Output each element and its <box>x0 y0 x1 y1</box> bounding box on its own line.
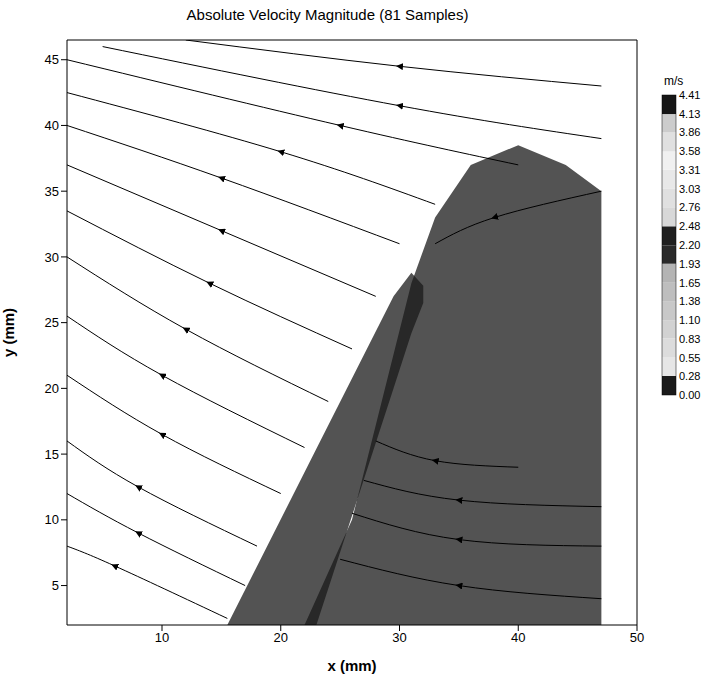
svg-text:3.03: 3.03 <box>679 183 700 195</box>
svg-text:1.10: 1.10 <box>679 314 700 326</box>
svg-text:5: 5 <box>52 578 59 593</box>
svg-text:4.41: 4.41 <box>679 89 700 101</box>
svg-text:1.38: 1.38 <box>679 295 700 307</box>
html-text:Absolute Velocity Magnitude (8: Absolute Velocity Magnitude (81 Samples) <box>186 6 469 23</box>
svg-text:40: 40 <box>511 630 525 645</box>
svg-text:30: 30 <box>392 630 406 645</box>
svg-text:2.48: 2.48 <box>679 220 700 232</box>
svg-text:0.55: 0.55 <box>679 352 700 364</box>
svg-text:10: 10 <box>155 630 169 645</box>
svg-text:0.83: 0.83 <box>679 333 700 345</box>
svg-text:0.00: 0.00 <box>679 389 700 401</box>
svg-text:15: 15 <box>45 447 59 462</box>
svg-text:4.13: 4.13 <box>679 108 700 120</box>
svg-text:20: 20 <box>274 630 288 645</box>
svg-text:0.28: 0.28 <box>679 370 700 382</box>
svg-text:y (mm): y (mm) <box>0 308 17 357</box>
svg-text:45: 45 <box>45 52 59 67</box>
svg-text:3.31: 3.31 <box>679 164 700 176</box>
svg-text:20: 20 <box>45 381 59 396</box>
svg-text:2.20: 2.20 <box>679 239 700 251</box>
svg-text:30: 30 <box>45 250 59 265</box>
html-text:m/s: m/s <box>664 74 684 88</box>
svg-text:3.58: 3.58 <box>679 145 700 157</box>
svg-text:10: 10 <box>45 512 59 527</box>
svg-text:1.93: 1.93 <box>679 258 700 270</box>
svg-text:3.86: 3.86 <box>679 126 700 138</box>
svg-text:35: 35 <box>45 184 59 199</box>
svg-text:x (mm): x (mm) <box>327 657 376 674</box>
svg-text:2.76: 2.76 <box>679 201 700 213</box>
svg-text:40: 40 <box>45 118 59 133</box>
svg-text:25: 25 <box>45 315 59 330</box>
svg-text:1.65: 1.65 <box>679 277 700 289</box>
svg-text:50: 50 <box>630 630 644 645</box>
